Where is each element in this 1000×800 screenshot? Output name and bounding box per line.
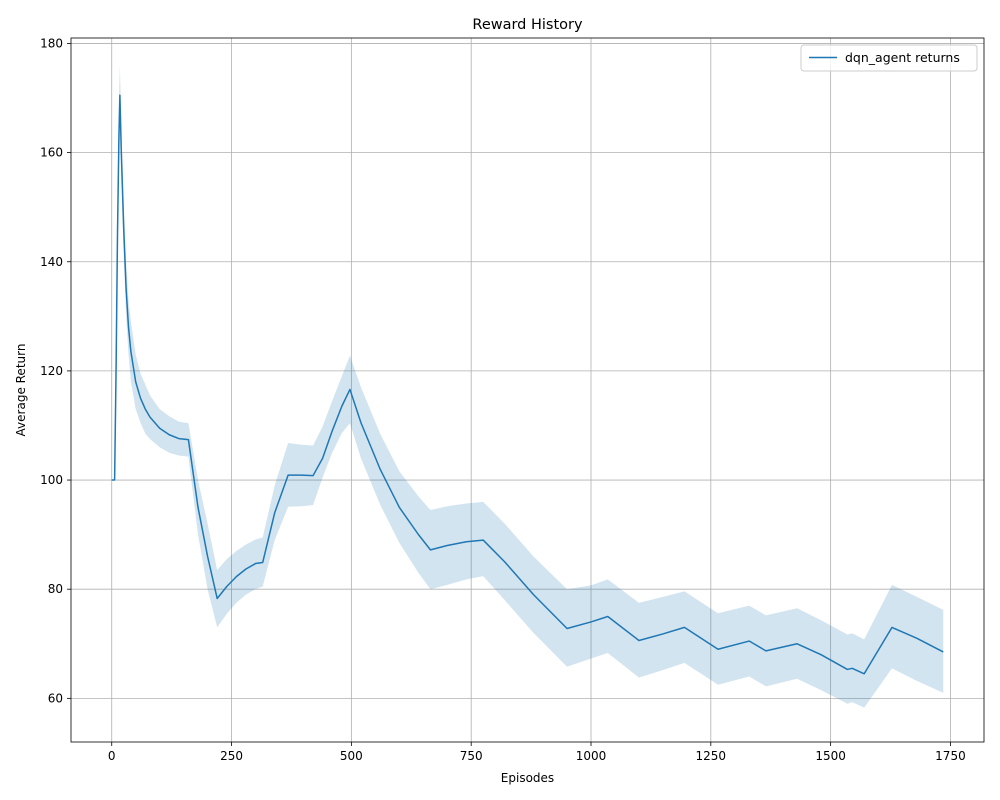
- legend-label: dqn_agent returns: [845, 50, 960, 65]
- y-tick-label: 120: [40, 364, 63, 378]
- x-tick-label: 1000: [576, 749, 607, 763]
- legend-box: [800, 44, 978, 72]
- x-tick-label: 0: [108, 749, 116, 763]
- y-tick-label: 60: [48, 691, 63, 705]
- y-axis: 60 80 100 120 140 160 180: [40, 36, 71, 705]
- confidence-band-layer: [111, 65, 944, 708]
- y-tick-label: 180: [40, 36, 63, 50]
- x-axis-label: Episodes: [501, 771, 554, 785]
- x-tick-label: 1500: [815, 749, 846, 763]
- x-tick-label: 1250: [696, 749, 727, 763]
- plot-area-frame: [70, 37, 985, 743]
- chart-title: Reward History: [472, 17, 583, 33]
- y-tick-label: 160: [40, 146, 63, 160]
- x-tick-label: 750: [460, 749, 483, 763]
- x-tick-label: 500: [340, 749, 363, 763]
- x-tick-label: 250: [220, 749, 243, 763]
- y-tick-label: 140: [40, 255, 63, 269]
- series-line: [111, 94, 944, 675]
- x-tick-label: 1750: [935, 749, 966, 763]
- grid: [71, 38, 984, 742]
- confidence-band: [111, 65, 944, 708]
- series-line-layer: [111, 94, 944, 675]
- y-axis-label: Average Return: [14, 344, 28, 437]
- legend: dqn_agent returns: [800, 44, 978, 72]
- y-tick-label: 100: [40, 473, 63, 487]
- x-axis: 0 250 500 750 1000 1250 1500 1750: [108, 742, 966, 763]
- y-tick-label: 80: [48, 582, 63, 596]
